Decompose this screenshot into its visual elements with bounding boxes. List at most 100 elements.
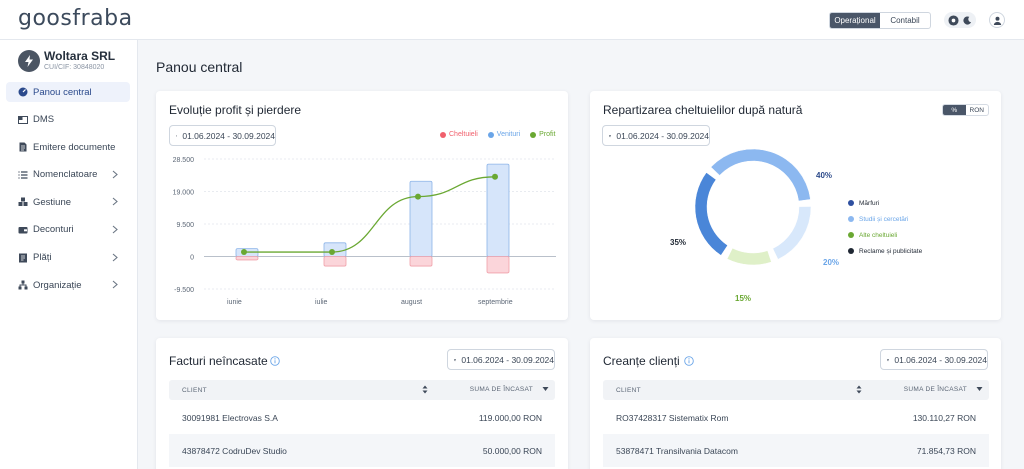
sidebar-item-organizatie[interactable]: Organizație [6, 275, 130, 295]
legend-swatch [848, 232, 854, 238]
x-tick-label: iulie [315, 299, 328, 306]
info-icon[interactable] [270, 356, 280, 366]
profit-card-title: Evoluție profit și pierdere [169, 103, 302, 117]
expense-bar [486, 256, 510, 274]
table-row[interactable]: 43878472 CodruDev Studio 50.000,00 RON [169, 434, 555, 467]
sidebar-item-panou-central[interactable]: Panou central [6, 82, 130, 102]
table-row[interactable]: RO37428317 Sistematix Rom 130.110,27 RON [603, 401, 989, 434]
unpaid-card-title: Facturi neîncasate [169, 354, 268, 368]
expenses-donut-chart: 40% 20% 15% 35% [670, 148, 839, 303]
unit-toggle[interactable]: % RON [942, 104, 989, 116]
y-tick-label: 0 [190, 255, 194, 262]
mode-switch[interactable]: Operațional Contabil [829, 12, 931, 29]
chevron-right-icon [112, 253, 118, 261]
legend-swatch [848, 216, 854, 222]
wallet-icon [18, 225, 28, 235]
table-header: CLIENT SUMA DE ÎNCASAT [169, 380, 555, 400]
legend-item-marfuri[interactable]: Mărfuri [848, 195, 922, 211]
profit-date-range[interactable]: 01.06.2024 - 30.09.2024 [169, 125, 276, 146]
receivables-card: Creanțe clienți 01.06.2024 - 30.09.2024 … [590, 338, 1001, 469]
date-range-text: 01.06.2024 - 30.09.2024 [182, 130, 275, 141]
company-name: Woltara SRL [44, 49, 116, 63]
moon-icon [963, 15, 972, 25]
profit-point [415, 193, 421, 200]
sidebar-item-dms[interactable]: DMS [6, 110, 130, 130]
sidebar-item-nomenclatoare[interactable]: Nomenclatoare [6, 165, 130, 185]
table-row[interactable]: 30091981 Electrovas S.A 119.000,00 RON [169, 401, 555, 434]
sort-icon[interactable] [856, 385, 862, 394]
sort-icon[interactable] [422, 385, 428, 394]
calendar-icon [454, 358, 457, 361]
table-row[interactable]: 53878471 Transilvania Datacom 71.854,73 … [603, 434, 989, 467]
unit-ron[interactable]: RON [969, 106, 984, 114]
dms-icon [18, 115, 28, 125]
column-header-client[interactable]: CLIENT [182, 387, 207, 394]
column-header-amount[interactable]: SUMA DE ÎNCASAT [469, 386, 533, 393]
expenses-date-range[interactable]: 01.06.2024 - 30.09.2024 [602, 125, 710, 146]
sidebar-item-label: DMS [33, 114, 55, 126]
receivables-date-range[interactable]: 01.06.2024 - 30.09.2024 [880, 349, 988, 370]
client-cell: 43878472 CodruDev Studio [182, 446, 287, 456]
donut-legend: Mărfuri Studii și cercetări Alte cheltui… [848, 195, 922, 259]
unit-percent[interactable]: % [943, 105, 966, 115]
sidebar-item-label: Plăți [33, 252, 52, 264]
chevron-down-icon[interactable] [542, 386, 549, 392]
amount-cell: 50.000,00 RON [482, 446, 542, 456]
legend-item-profit[interactable]: Profit [530, 131, 556, 138]
sun-icon [948, 14, 959, 26]
chevron-right-icon [112, 170, 118, 179]
sidebar-item-gestiune[interactable]: Gestiune [6, 192, 130, 212]
sidebar-item-label: Panou central [33, 86, 92, 98]
sidebar-item-plati[interactable]: Plăți [6, 248, 130, 268]
column-header-amount[interactable]: SUMA DE ÎNCASAT [903, 386, 967, 393]
app-logo[interactable]: goosfraba [18, 6, 133, 31]
chevron-right-icon [112, 280, 118, 289]
y-tick-label: -9.500 [174, 287, 194, 294]
sidebar-item-deconturi[interactable]: Deconturi [6, 220, 130, 240]
info-icon[interactable] [684, 356, 694, 366]
donut-slice [710, 148, 811, 202]
tab-contabil[interactable]: Contabil [890, 16, 920, 25]
legend-swatch [530, 131, 537, 138]
legend-item-reclame[interactable]: Reclame și publicitate [848, 243, 922, 259]
legend-swatch [848, 200, 854, 206]
legend-item-alte-cheltuieli[interactable]: Alte cheltuieli [848, 227, 922, 243]
chevron-right-icon [112, 197, 118, 206]
profit-loss-card: Evoluție profit și pierdere 01.06.2024 -… [156, 91, 568, 320]
legend-label: Cheltuieli [449, 131, 478, 138]
company-cui: CUI/CIF: 30848020 [44, 64, 105, 71]
theme-toggle[interactable] [944, 12, 976, 28]
sidebar-item-emitere-documente[interactable]: Emitere documente [6, 137, 130, 157]
column-header-client[interactable]: CLIENT [616, 387, 641, 394]
legend-item-studii[interactable]: Studii și cercetări [848, 211, 922, 227]
x-tick-label: iunie [227, 299, 242, 306]
sidebar-nav: Panou central DMS Emitere documente Nome… [6, 82, 130, 303]
legend-label: Profit [539, 131, 556, 138]
expense-bar [235, 256, 259, 261]
chevron-down-icon[interactable] [976, 386, 983, 392]
calendar-icon [176, 134, 178, 137]
date-range-text: 01.06.2024 - 30.09.2024 [616, 130, 709, 141]
profit-loss-chart: 28.500 19.000 9.500 0 -9.500 iunie iulie august… [173, 157, 556, 306]
tab-operational[interactable]: Operațional [830, 13, 880, 28]
top-bar: goosfraba Operațional Contabil [0, 0, 1024, 40]
chart-legend: Cheltuieli Venituri Profit [440, 131, 556, 138]
document-icon [18, 142, 28, 152]
legend-item-cheltuieli[interactable]: Cheltuieli [440, 131, 478, 138]
client-cell: RO37428317 Sistematix Rom [616, 413, 729, 423]
payment-icon [18, 253, 28, 263]
legend-label: Venituri [496, 131, 521, 138]
x-tick-label: septembrie [478, 299, 513, 306]
company-logo [18, 50, 40, 72]
sidebar-item-label: Organizație [33, 279, 82, 291]
legend-item-venituri[interactable]: Venituri [487, 131, 521, 138]
unpaid-date-range[interactable]: 01.06.2024 - 30.09.2024 [447, 349, 555, 370]
list-icon [18, 170, 28, 180]
profit-point [241, 249, 247, 256]
user-menu-button[interactable] [989, 12, 1005, 28]
slice-label: 40% [816, 171, 832, 180]
legend-swatch [848, 248, 854, 254]
client-cell: 30091981 Electrovas S.A [182, 413, 278, 423]
legend-label: Alte cheltuieli [859, 231, 898, 239]
table-header: CLIENT SUMA DE ÎNCASAT [603, 380, 989, 400]
